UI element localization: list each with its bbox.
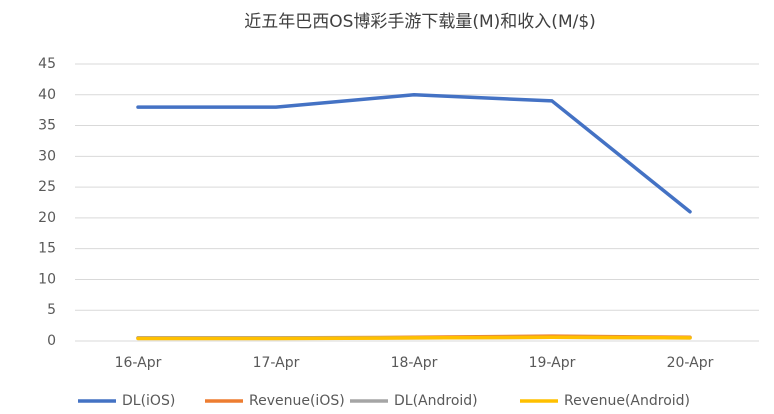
x-tick-label: 19-Apr bbox=[529, 355, 576, 371]
chart-title: 近五年巴西OS博彩手游下载量(M)和收入(M/$) bbox=[244, 12, 596, 32]
y-tick-label: 20 bbox=[38, 210, 56, 226]
legend-label: Revenue(Android) bbox=[564, 393, 690, 409]
y-tick-label: 25 bbox=[38, 179, 56, 195]
y-tick-label: 15 bbox=[38, 241, 56, 257]
y-tick-label: 30 bbox=[38, 148, 56, 164]
y-tick-label: 5 bbox=[47, 302, 56, 318]
y-tick-label: 0 bbox=[47, 333, 56, 349]
x-tick-label: 18-Apr bbox=[391, 355, 438, 371]
x-tick-label: 20-Apr bbox=[667, 355, 714, 371]
y-tick-label: 45 bbox=[38, 56, 56, 72]
line-series bbox=[136, 335, 692, 341]
legend-label: DL(Android) bbox=[394, 393, 478, 409]
y-tick-label: 40 bbox=[38, 87, 56, 103]
x-tick-label: 16-Apr bbox=[115, 355, 162, 371]
x-tick-label: 17-Apr bbox=[253, 355, 300, 371]
legend-label: Revenue(iOS) bbox=[249, 393, 345, 409]
y-tick-label: 35 bbox=[38, 118, 56, 134]
y-tick-label: 10 bbox=[38, 271, 56, 287]
line-series bbox=[136, 93, 692, 214]
legend-label: DL(iOS) bbox=[122, 393, 175, 409]
